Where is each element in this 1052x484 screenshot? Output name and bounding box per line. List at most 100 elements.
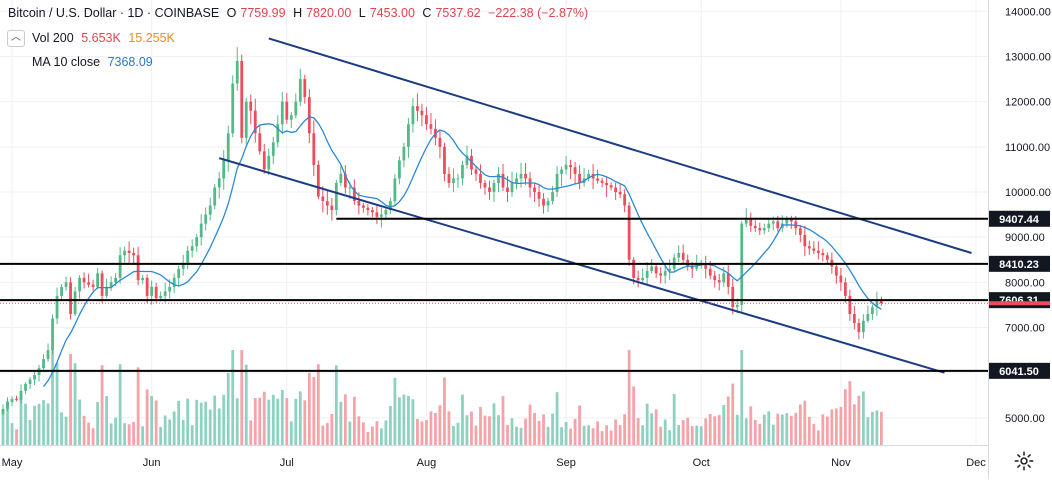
candle-body — [645, 271, 649, 278]
volume-bar — [307, 372, 311, 445]
volume-bar — [154, 400, 158, 445]
legend-ma-row: MA 10 close 7368.09 — [32, 55, 157, 69]
volume-bar — [470, 411, 473, 445]
volume-bar — [857, 395, 861, 445]
candle-body — [87, 282, 90, 285]
candle-body — [789, 219, 793, 222]
candle-body — [91, 284, 95, 287]
volume-bar — [91, 428, 95, 445]
candle-body — [416, 106, 419, 111]
candle-body — [573, 167, 577, 174]
candle-body — [33, 374, 36, 380]
candle-body — [812, 248, 816, 251]
candle-body — [6, 402, 9, 409]
candle-body — [407, 124, 410, 147]
candle-body — [605, 182, 609, 186]
candle-body — [312, 133, 316, 165]
candle-body — [316, 164, 320, 197]
candle-body — [722, 273, 726, 283]
volume-bar — [416, 418, 419, 445]
volume-bar — [641, 425, 645, 445]
volume-bar — [294, 398, 298, 445]
volume-bar — [10, 423, 14, 445]
volume-bar — [798, 404, 802, 445]
candle-body — [776, 221, 780, 229]
candle-body — [560, 169, 563, 174]
candle-body — [488, 187, 491, 193]
settings-gear-icon[interactable] — [1013, 450, 1035, 472]
volume-bar — [744, 418, 748, 445]
volume-bar — [24, 403, 27, 445]
collapse-legend-button[interactable]: ︿ — [7, 30, 25, 47]
candle-body — [222, 160, 226, 179]
candle-body — [154, 286, 158, 299]
volume-bar — [109, 423, 113, 445]
volume-bar — [560, 427, 563, 445]
candle-body — [726, 273, 730, 287]
volume-bar — [852, 404, 856, 445]
candle-body — [668, 268, 672, 272]
volume-bar — [528, 404, 532, 445]
volume-bar — [749, 406, 753, 445]
volume-bar — [636, 418, 640, 445]
y-tick-label: 11000.00 — [1005, 142, 1050, 154]
candle-body — [352, 187, 356, 202]
volume-bar — [15, 429, 18, 445]
volume-bar — [366, 431, 370, 445]
candle-body — [213, 187, 217, 206]
candle-body — [492, 182, 496, 193]
volume-bar — [830, 409, 834, 445]
volume-bar — [645, 403, 649, 445]
volume-bar — [217, 408, 221, 445]
volume-bar — [443, 377, 446, 445]
volume-bar — [6, 400, 9, 445]
volume-bar — [262, 391, 266, 445]
candle-body — [348, 187, 352, 189]
volume-bar — [605, 425, 609, 445]
candle-body — [852, 313, 856, 324]
volume-bar — [190, 425, 194, 445]
candle-body — [447, 173, 451, 183]
volume-bar — [285, 398, 289, 445]
candle-body — [105, 286, 109, 296]
level-price-tag — [989, 362, 1050, 379]
volume-bar — [379, 428, 383, 445]
candle-body — [289, 115, 293, 120]
volume-bar — [226, 372, 230, 445]
candle-body — [24, 384, 27, 391]
candle-body — [181, 264, 185, 269]
volume-bar — [348, 421, 352, 445]
candle-body — [857, 323, 861, 333]
candle-body — [839, 275, 843, 283]
candle-body — [127, 250, 131, 253]
volume-bar — [803, 400, 807, 445]
candle-body — [816, 250, 820, 253]
candle-body — [866, 313, 870, 321]
candle-body — [109, 282, 113, 287]
volume-bar — [172, 411, 176, 445]
candle-body — [848, 295, 852, 314]
volume-bar — [452, 425, 455, 445]
volume-bar — [510, 418, 514, 445]
x-tick-label: Aug — [417, 457, 437, 469]
volume-bar — [127, 424, 131, 445]
volume-bar — [361, 422, 365, 445]
volume-bar — [713, 416, 717, 445]
candle-body — [870, 307, 874, 314]
candle-body — [596, 178, 600, 181]
candle-body — [627, 205, 631, 260]
volume-bar — [789, 415, 793, 445]
candle-body — [190, 246, 194, 251]
volume-bar — [118, 364, 122, 445]
candle-body — [411, 106, 415, 125]
volume-bar — [515, 426, 518, 445]
candle-body — [321, 196, 325, 202]
candle-body — [704, 264, 708, 269]
candle-body — [735, 304, 739, 308]
candle-body — [163, 291, 167, 296]
candle-body — [443, 146, 446, 174]
volume-bar — [578, 405, 581, 445]
candle-body — [19, 390, 23, 400]
volume-bar — [875, 410, 879, 445]
